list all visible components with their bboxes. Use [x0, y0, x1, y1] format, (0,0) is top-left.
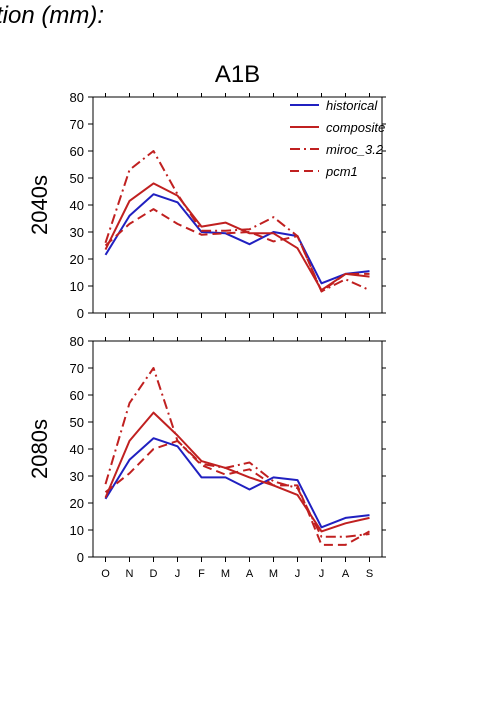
y-tick-label: 30 [70, 225, 84, 240]
x-tick-label: M [221, 568, 230, 580]
x-tick-label: N [126, 568, 134, 580]
x-tick-label: J [319, 568, 325, 580]
y-tick-label: 20 [70, 252, 84, 267]
y-tick-label: 0 [77, 550, 84, 565]
x-tick-label: F [198, 568, 205, 580]
y-tick-label: 10 [70, 279, 84, 294]
legend-label: miroc_3.2 [326, 142, 384, 157]
y-tick-label: 40 [70, 442, 84, 457]
y-axis-label: 2080s [27, 419, 52, 479]
legend-label: pcm1 [325, 164, 358, 179]
series-line [104, 439, 370, 546]
y-tick-label: 70 [70, 117, 84, 132]
x-tick-label: O [101, 568, 110, 580]
y-tick-label: 80 [70, 334, 84, 349]
series-line [104, 193, 370, 285]
series-line [104, 182, 370, 292]
x-tick-label: A [246, 568, 254, 580]
chart-title: A1B [215, 61, 260, 88]
legend-label: composite [326, 120, 385, 135]
y-tick-label: 40 [70, 198, 84, 213]
series-line [104, 367, 370, 538]
y-tick-label: 60 [70, 388, 84, 403]
y-tick-label: 50 [70, 171, 84, 186]
x-tick-label: J [295, 568, 301, 580]
page-title: tion (mm): [0, 2, 104, 29]
legend-label: historical [326, 98, 378, 113]
y-tick-label: 80 [70, 90, 84, 105]
y-tick-label: 0 [77, 306, 84, 321]
y-tick-label: 70 [70, 361, 84, 376]
y-tick-label: 30 [70, 469, 84, 484]
x-tick-label: D [150, 568, 158, 580]
y-tick-label: 50 [70, 415, 84, 430]
y-axis-label: 2040s [27, 175, 52, 235]
series-line [104, 150, 370, 293]
y-tick-label: 20 [70, 496, 84, 511]
x-tick-label: M [269, 568, 278, 580]
y-tick-label: 10 [70, 523, 84, 538]
x-tick-label: S [366, 568, 373, 580]
series-line [104, 437, 370, 529]
x-tick-label: A [342, 568, 350, 580]
y-tick-label: 60 [70, 144, 84, 159]
x-tick-label: J [175, 568, 181, 580]
